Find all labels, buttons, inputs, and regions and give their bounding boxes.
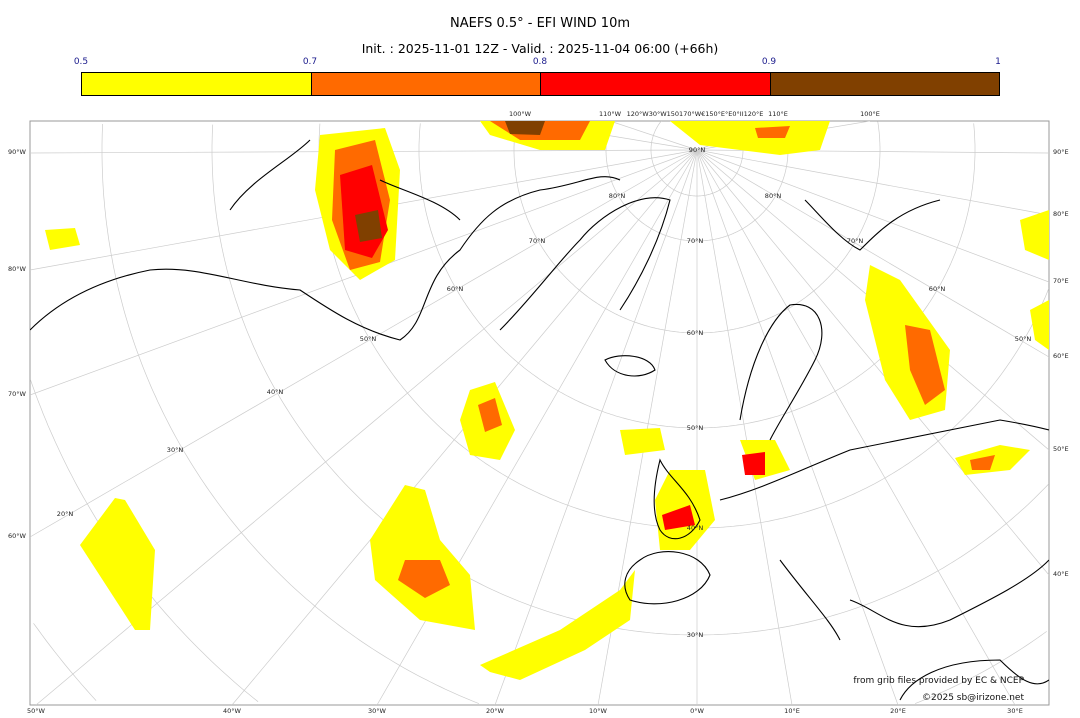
parallel-line: [101, 123, 480, 704]
axis-label: 70°W: [8, 390, 26, 398]
axis-label: 120°W30°W150170°W€150°E°E0°II120°E: [626, 110, 764, 118]
axis-label: 50°E: [1053, 445, 1069, 453]
efi-area: [480, 570, 635, 680]
efi-area: [755, 126, 790, 138]
axis-label: 20°E: [890, 707, 906, 715]
axis-label: 40°N: [686, 524, 704, 532]
axis-label: 90°N: [688, 146, 706, 154]
map-frame: [29, 120, 1050, 706]
legend-tick: 0.9: [761, 57, 777, 67]
axis-label: 70°N: [528, 237, 546, 245]
axis-label: 90°E: [1053, 148, 1069, 156]
efi-wind-areas: [45, 121, 1049, 680]
meridian-line: [696, 149, 1049, 576]
axis-label: 70°N: [846, 237, 864, 245]
parallel-line: [650, 121, 744, 197]
efi-area: [398, 560, 450, 598]
parallel-line: [318, 123, 1049, 529]
axis-label: 10°E: [784, 707, 800, 715]
axis-label: 50°W: [27, 707, 45, 715]
parallel-line: [33, 623, 97, 701]
axis-label: 30°E: [1007, 707, 1023, 715]
efi-area: [45, 228, 80, 250]
meridian-line: [494, 149, 698, 705]
axis-label: 80°N: [764, 192, 782, 200]
axis-label: 40°N: [266, 388, 284, 396]
axis-label: 40°E: [1053, 570, 1069, 578]
axis-label: 60°E: [1053, 352, 1069, 360]
axis-label: 50°N: [686, 424, 704, 432]
meridian-line: [696, 149, 1049, 358]
axis-label: 50°N: [1014, 335, 1032, 343]
axis-label: 70°E: [1053, 277, 1069, 285]
axis-label: 50°N: [359, 335, 377, 343]
efi-area: [742, 452, 765, 475]
legend-tick: 0.5: [73, 57, 89, 67]
legend-bin-3: [541, 73, 771, 95]
axis-label: 10°W: [589, 707, 607, 715]
legend-tick: 1: [995, 57, 1001, 67]
meridian-line: [696, 149, 1049, 283]
axis-label: 40°W: [223, 707, 241, 715]
map-title: NAEFS 0.5° - EFI WIND 10m: [449, 16, 630, 31]
efi-area: [505, 121, 545, 135]
efi-area: [670, 121, 830, 155]
axis-label: 110°W: [598, 110, 622, 118]
parallel-line: [973, 123, 976, 150]
parallel-line: [418, 123, 976, 429]
parallel-line: [605, 121, 789, 242]
axis-label: 30°N: [166, 446, 184, 454]
legend-bin-1: [82, 73, 312, 95]
axis-label: 90°W: [8, 148, 26, 156]
credit-copyright: ©2025 sb@irizone.net: [922, 693, 1024, 703]
legend-bin-4: [770, 73, 999, 95]
legend-bin-2: [311, 73, 541, 95]
meridian-line: [609, 121, 698, 151]
map-subtitle: Init. : 2025-11-01 12Z - Valid. : 2025-1…: [361, 41, 719, 56]
efi-area: [370, 485, 475, 630]
axis-label: 80°E: [1053, 210, 1069, 218]
axis-label: 60°W: [8, 532, 26, 540]
axis-label: 60°N: [686, 329, 704, 337]
meridian-line: [696, 149, 1049, 216]
efi-area: [355, 210, 382, 242]
axis-label: 30°N: [686, 631, 704, 639]
efi-area: [80, 498, 155, 630]
efi-area: [662, 505, 695, 530]
parallel-line: [211, 124, 1049, 636]
efi-area: [1030, 300, 1049, 350]
axis-label: 30°W: [368, 707, 386, 715]
legend-tick: 0.8: [532, 57, 548, 67]
axis-label: 80°W: [8, 265, 26, 273]
meridian-line: [696, 149, 1016, 705]
meridian-line: [30, 149, 698, 538]
efi-area: [1020, 210, 1049, 260]
coastlines: [30, 139, 1049, 701]
axis-label: 20°W: [486, 707, 504, 715]
legend-tick: 0.7: [302, 57, 318, 67]
axis-label: 100°W: [508, 110, 532, 118]
efi-area: [970, 455, 995, 470]
axis-label: 60°N: [446, 285, 464, 293]
axis-label: 20°N: [56, 510, 74, 518]
axis-label: 110°E: [768, 110, 788, 118]
parallel-line: [877, 121, 881, 150]
efi-area: [905, 325, 945, 405]
efi-area: [478, 398, 502, 432]
parallel-line: [914, 631, 1047, 704]
credit-source: from grib files provided by EC & NCEP: [853, 676, 1024, 686]
meridian-line: [696, 149, 899, 705]
axis-label: 70°N: [686, 237, 704, 245]
efi-area: [620, 428, 665, 455]
meridian-line: [696, 149, 793, 705]
color-legend: [81, 72, 1000, 96]
axis-label: 80°N: [608, 192, 626, 200]
axis-label: 0°W: [690, 707, 704, 715]
axis-label: 60°N: [928, 285, 946, 293]
axis-label: 100°E: [860, 110, 880, 118]
